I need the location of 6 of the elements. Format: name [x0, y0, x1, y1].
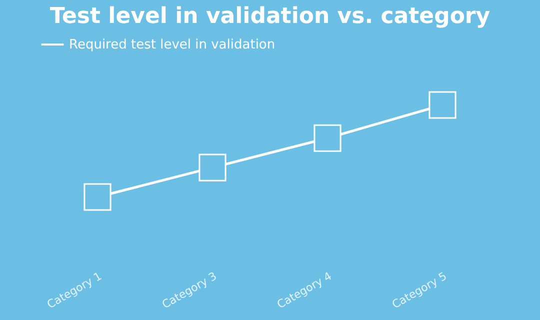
point	[198, 154, 226, 182]
point	[428, 91, 456, 119]
point	[84, 183, 112, 211]
chart-title: Test level in validation vs. category	[50, 4, 490, 29]
legend-label: Required test level in validation	[69, 38, 276, 52]
point	[314, 124, 342, 152]
